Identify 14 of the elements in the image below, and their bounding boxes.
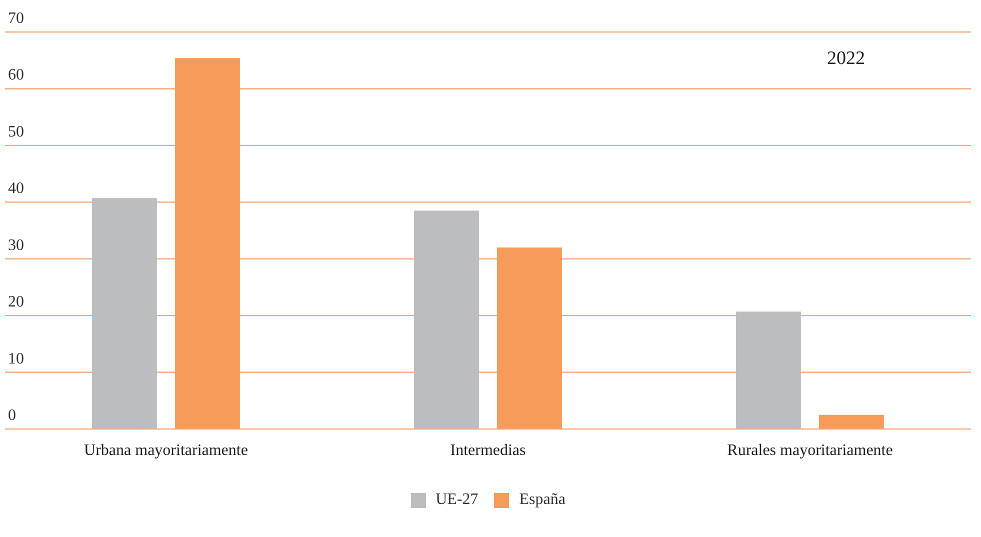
y-tick-label: 30 <box>8 236 24 254</box>
y-tick-label: 50 <box>8 123 24 140</box>
y-tick-label: 20 <box>8 294 24 311</box>
annotation: 2022 <box>827 48 865 70</box>
x-tick-label: Rurales mayoritariamente <box>727 442 893 459</box>
y-tick-label: 70 <box>8 10 24 27</box>
legend-label: España <box>519 491 566 509</box>
x-tick-label: Intermedias <box>450 442 526 459</box>
y-tick-label: 60 <box>8 66 24 84</box>
y-tick-label: 0 <box>8 407 16 424</box>
legend-label: UE-27 <box>436 491 478 509</box>
y-tick-label: 10 <box>8 350 24 368</box>
y-tick-label: 40 <box>8 180 24 198</box>
x-tick-label: Urbana mayoritariamente <box>84 442 248 459</box>
